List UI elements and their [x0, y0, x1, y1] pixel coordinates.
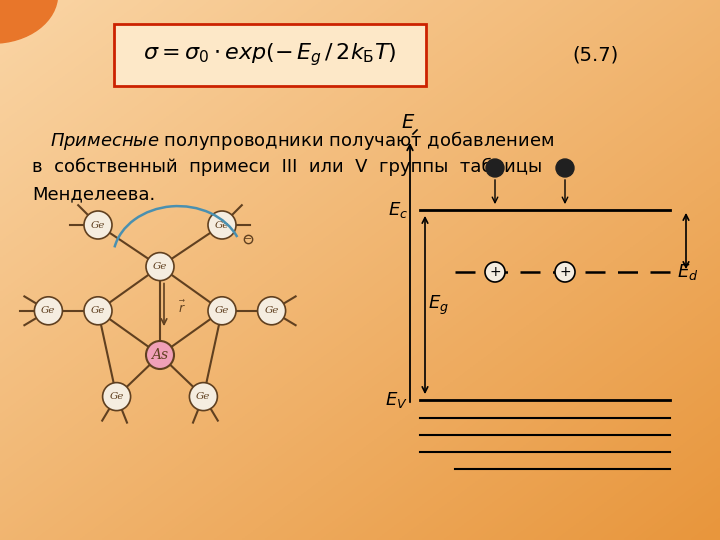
Text: $E_g$: $E_g$: [428, 293, 449, 316]
Text: Ge: Ge: [91, 220, 105, 230]
Text: Ge: Ge: [215, 306, 229, 315]
Circle shape: [258, 297, 286, 325]
FancyBboxPatch shape: [114, 24, 426, 86]
Circle shape: [208, 297, 236, 325]
Circle shape: [208, 211, 236, 239]
Text: −: −: [244, 234, 252, 244]
Text: Ge: Ge: [264, 306, 279, 315]
Circle shape: [485, 262, 505, 282]
Circle shape: [84, 297, 112, 325]
Circle shape: [486, 159, 504, 177]
Circle shape: [35, 297, 63, 325]
Text: $E_d$: $E_d$: [678, 262, 698, 282]
Circle shape: [555, 262, 575, 282]
Circle shape: [0, 0, 58, 43]
Text: в  собственный  примеси  III  или  V  группы  таблицы: в собственный примеси III или V группы т…: [32, 158, 542, 176]
Circle shape: [146, 253, 174, 281]
Text: $E_V$: $E_V$: [385, 390, 408, 410]
Text: Ge: Ge: [91, 306, 105, 315]
Text: As: As: [151, 348, 168, 362]
Text: $\vec{r}$: $\vec{r}$: [178, 300, 186, 316]
Circle shape: [84, 211, 112, 239]
Circle shape: [556, 159, 574, 177]
Circle shape: [189, 383, 217, 410]
Text: +: +: [489, 265, 501, 279]
Text: Ge: Ge: [197, 392, 210, 401]
Text: (5.7): (5.7): [572, 45, 618, 64]
Text: $E_c$: $E_c$: [388, 200, 408, 220]
Text: +: +: [559, 265, 571, 279]
Text: Ge: Ge: [41, 306, 55, 315]
Text: $E$: $E$: [401, 114, 415, 132]
Circle shape: [102, 383, 130, 410]
Text: Ge: Ge: [215, 220, 229, 230]
Text: Менделеева.: Менделеева.: [32, 185, 156, 203]
Text: $\mathbf{\mathit{Примесные}}$ полупроводники получают добавлением: $\mathbf{\mathit{Примесные}}$ полупровод…: [50, 129, 554, 152]
Text: Ge: Ge: [153, 262, 167, 271]
Text: Ge: Ge: [109, 392, 124, 401]
Circle shape: [146, 341, 174, 369]
Text: $\sigma = \sigma_0 \cdot exp(-\,E_g\,/\,2k_{\text{Б}}T)$: $\sigma = \sigma_0 \cdot exp(-\,E_g\,/\,…: [143, 42, 397, 69]
